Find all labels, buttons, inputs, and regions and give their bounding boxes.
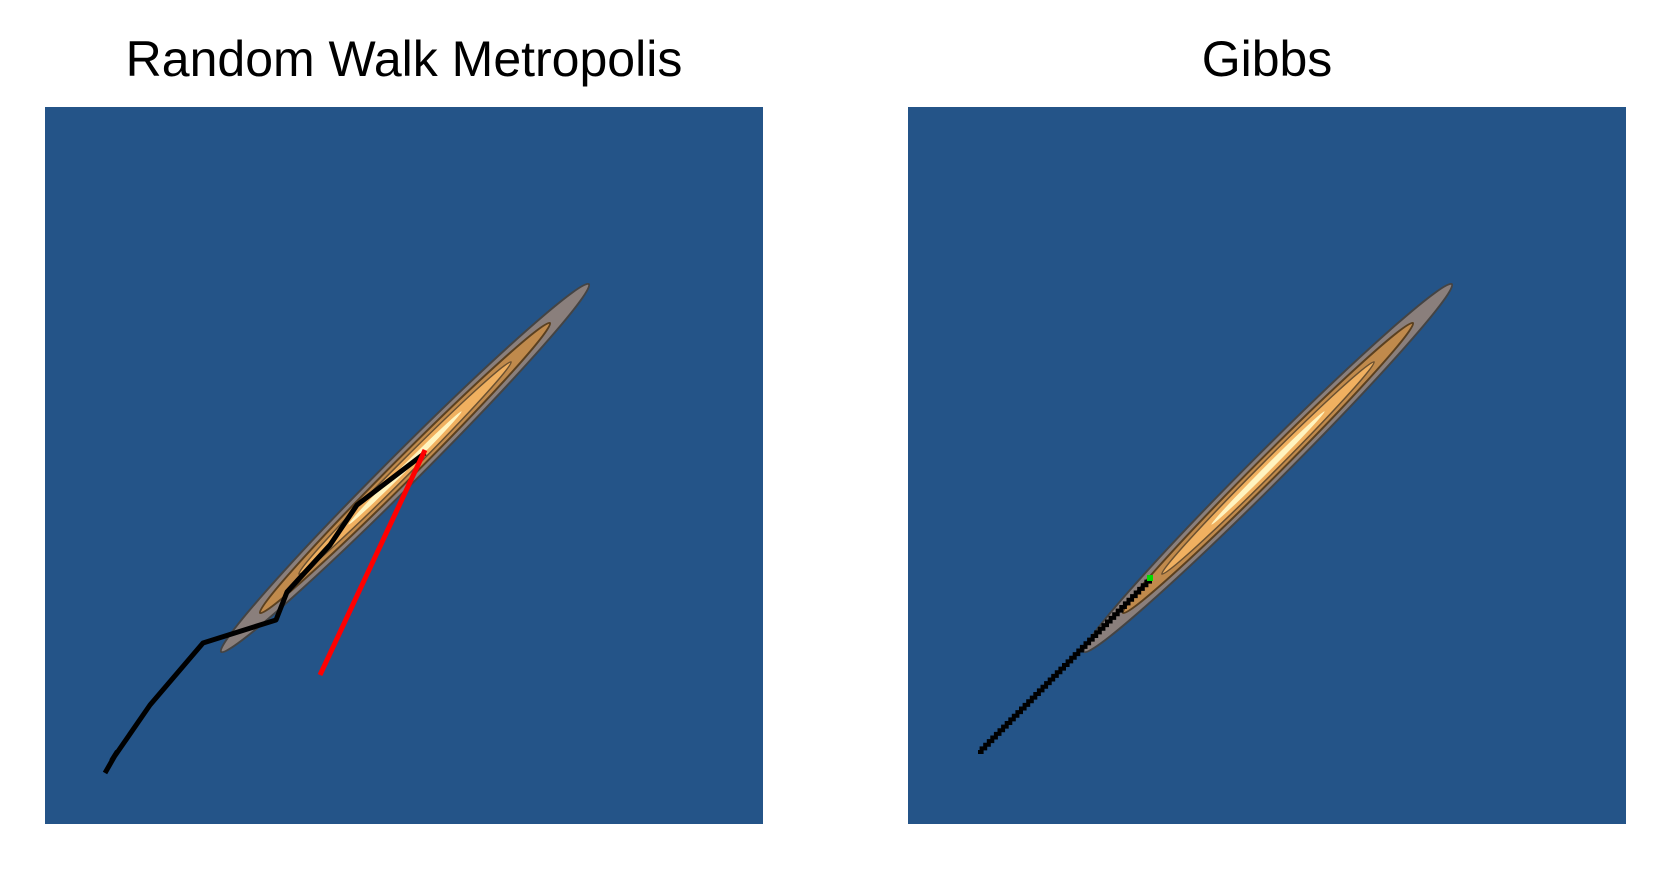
gibbs-density-contours	[1082, 282, 1454, 654]
gibbs-panel	[908, 107, 1626, 824]
rwm-panel	[45, 107, 763, 824]
rwm-rejected-proposal	[317, 448, 428, 677]
gibbs-current-state	[1147, 575, 1153, 581]
rwm-panel-title: Random Walk Metropolis	[125, 31, 683, 87]
gibbs-chain-path	[978, 578, 1152, 754]
gibbs-panel-title: Gibbs	[1201, 31, 1333, 87]
gibbs-contour-core	[1211, 411, 1325, 525]
rwm-chain-path	[102, 451, 427, 775]
